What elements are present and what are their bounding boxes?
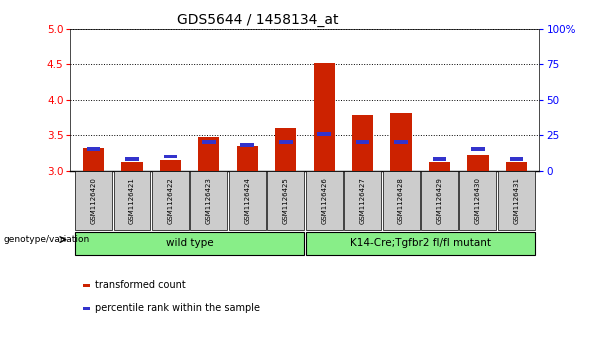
Text: K14-Cre;Tgfbr2 fl/fl mutant: K14-Cre;Tgfbr2 fl/fl mutant xyxy=(350,238,491,248)
Text: GSM1126431: GSM1126431 xyxy=(513,177,519,224)
Bar xyxy=(460,171,497,230)
Bar xyxy=(421,171,458,230)
Bar xyxy=(75,232,304,255)
Text: GDS5644 / 1458134_at: GDS5644 / 1458134_at xyxy=(177,13,338,27)
Bar xyxy=(394,140,408,144)
Bar xyxy=(467,155,489,171)
Bar xyxy=(198,136,219,171)
Bar xyxy=(352,115,373,171)
Bar xyxy=(471,147,485,151)
Bar xyxy=(83,284,90,287)
Text: GSM1126429: GSM1126429 xyxy=(436,177,443,224)
Bar xyxy=(433,157,446,161)
Text: GSM1126430: GSM1126430 xyxy=(475,177,481,224)
Bar xyxy=(152,171,189,230)
Bar xyxy=(390,113,412,171)
Bar xyxy=(306,232,535,255)
Text: GSM1126427: GSM1126427 xyxy=(360,177,365,224)
Bar xyxy=(429,162,450,171)
Bar xyxy=(318,132,331,136)
Bar xyxy=(237,146,258,171)
Bar xyxy=(383,171,419,230)
Bar xyxy=(160,160,181,171)
Bar xyxy=(83,148,104,171)
Text: GSM1126422: GSM1126422 xyxy=(167,177,173,224)
Bar xyxy=(229,171,266,230)
Bar xyxy=(164,155,177,158)
Bar xyxy=(506,162,527,171)
Bar xyxy=(125,157,139,161)
Text: GSM1126420: GSM1126420 xyxy=(91,177,97,224)
Text: GSM1126425: GSM1126425 xyxy=(283,177,289,224)
Bar xyxy=(279,140,292,144)
Text: wild type: wild type xyxy=(166,238,213,248)
Text: percentile rank within the sample: percentile rank within the sample xyxy=(95,303,260,313)
Bar xyxy=(509,157,524,161)
Bar xyxy=(356,140,370,144)
Bar xyxy=(498,171,535,230)
Bar xyxy=(75,171,112,230)
Text: transformed count: transformed count xyxy=(95,280,186,290)
Bar xyxy=(267,171,304,230)
Bar xyxy=(83,307,90,310)
Bar xyxy=(314,63,335,171)
Text: GSM1126428: GSM1126428 xyxy=(398,177,404,224)
Text: GSM1126421: GSM1126421 xyxy=(129,177,135,224)
Bar xyxy=(202,140,216,144)
Bar xyxy=(306,171,343,230)
Bar xyxy=(191,171,227,230)
Bar xyxy=(275,128,296,171)
Bar xyxy=(86,147,101,151)
Text: genotype/variation: genotype/variation xyxy=(3,235,89,244)
Bar xyxy=(240,143,254,147)
Text: GSM1126423: GSM1126423 xyxy=(206,177,212,224)
Bar xyxy=(113,171,150,230)
Bar xyxy=(344,171,381,230)
Text: GSM1126426: GSM1126426 xyxy=(321,177,327,224)
Text: GSM1126424: GSM1126424 xyxy=(245,177,250,224)
Bar xyxy=(121,162,143,171)
